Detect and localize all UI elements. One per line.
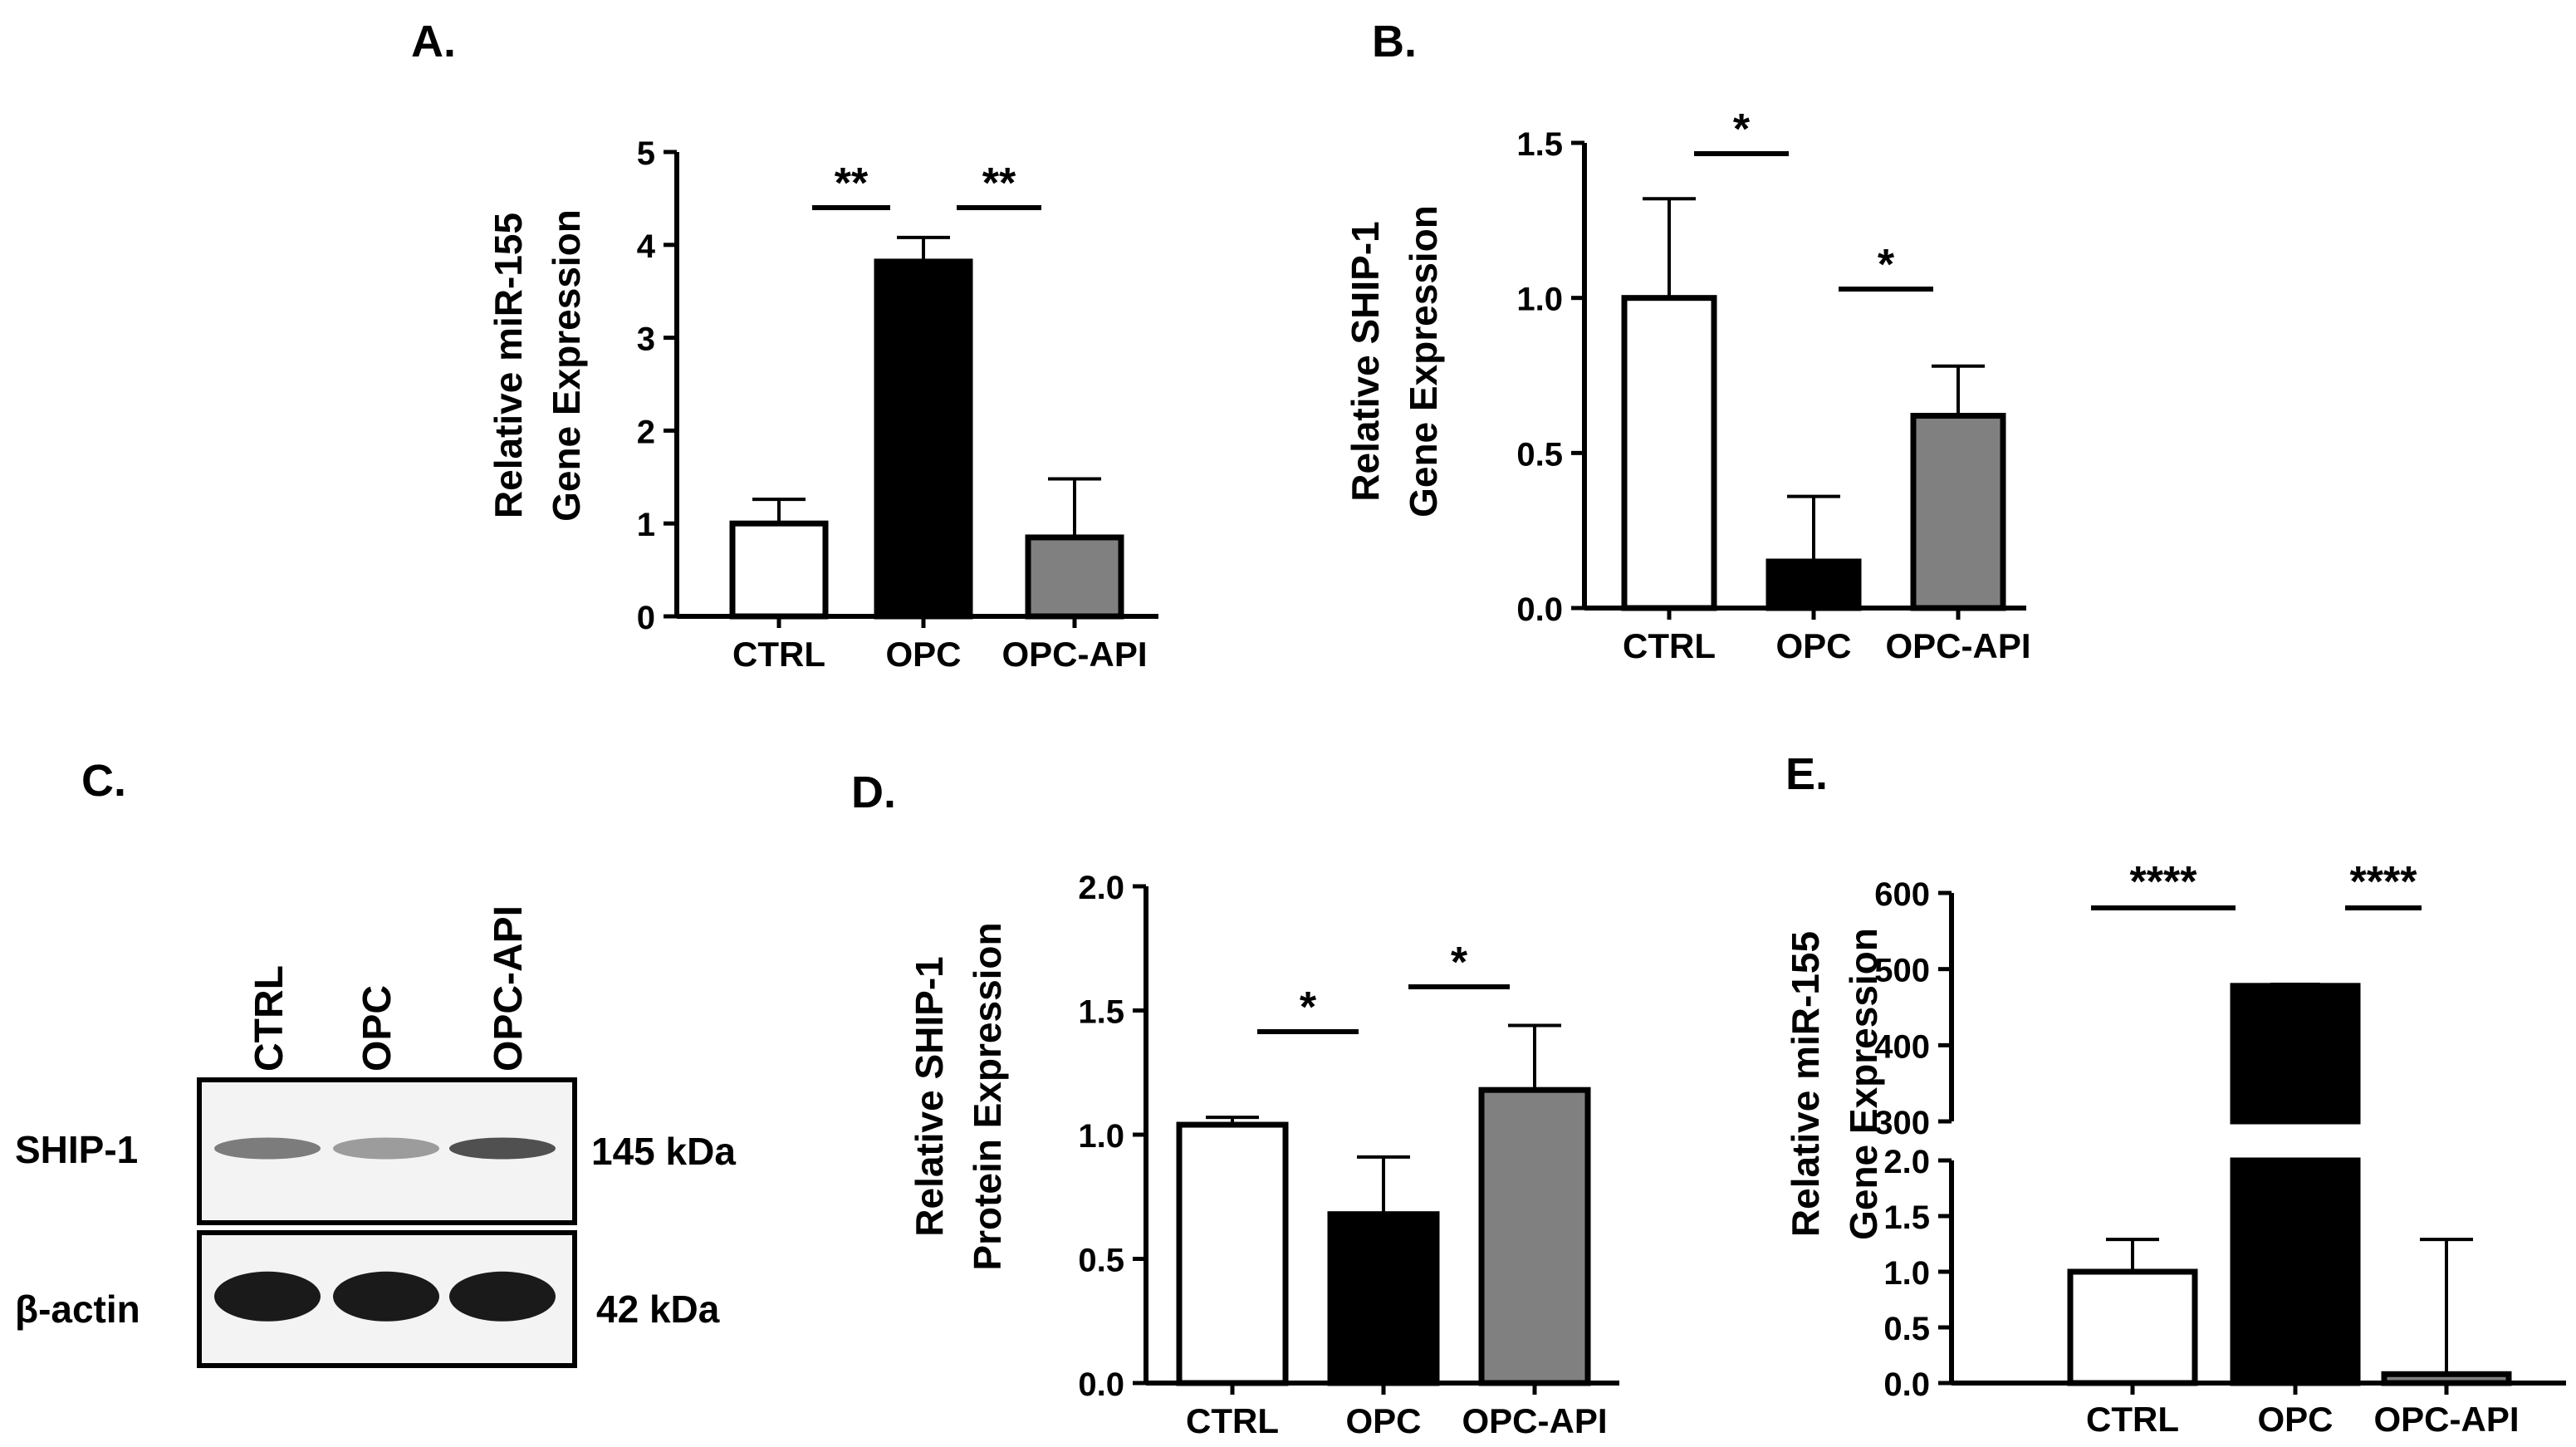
chart-b-xtick-label-opc: OPC — [1775, 626, 1851, 665]
chart-a-bar-ctrl — [729, 520, 829, 620]
chart-a-ylabel-line2: Gene Expression — [545, 209, 588, 522]
chart-d-ylabel-line1: Relative SHIP-1 — [908, 956, 951, 1236]
blot-band-beta-actin-ctrl — [214, 1271, 321, 1322]
chart-a-ytick-label: 2 — [637, 414, 655, 450]
chart-a-ytick-label: 3 — [637, 321, 655, 358]
chart-d-ytick-label: 1.5 — [1078, 994, 1124, 1031]
chart-a-ylabel-line1: Relative miR-155 — [487, 213, 530, 518]
chart-d-ytick-label: 0.5 — [1078, 1243, 1124, 1279]
chart-e-xtick-label-opc: OPC — [2257, 1400, 2333, 1439]
chart-e-bar-lower-opc — [2230, 1157, 2361, 1386]
blot-row-label-actin: β-actin — [15, 1288, 140, 1331]
chart-e-ylabel-line2: Gene Expression — [1842, 928, 1885, 1240]
chart-e-bar-ctrl — [2067, 1268, 2198, 1386]
chart-d-xtick-label-opc: OPC — [1345, 1401, 1421, 1440]
chart-e-ytick-label: 600 — [1874, 876, 1930, 913]
chart-d-ytick-label: 1.0 — [1078, 1118, 1124, 1155]
chart-d-ytick-label: 2.0 — [1078, 870, 1124, 906]
chart-d-ytick-label: 0.0 — [1078, 1366, 1124, 1403]
chart-b-significance-label: * — [1733, 105, 1751, 154]
chart-d-plot: 0.0 0.5 1.0 1.5 2.0 CTRL OPC OPC-API * * — [1078, 870, 1619, 1440]
blot-lane-label-opc: OPC — [355, 985, 399, 1072]
blot-row-label-ship1: SHIP-1 — [15, 1128, 138, 1171]
chart-b-ytick-label: 0.0 — [1516, 591, 1563, 628]
blot-band-beta-actin-opc — [333, 1271, 439, 1322]
chart-a-plot: 0 1 2 3 4 5 CTRL OPC OPC-API ** ** — [637, 135, 1158, 674]
chart-e-xtick-label-opc-api: OPC-API — [2373, 1400, 2519, 1439]
chart-d-xtick-label-ctrl: CTRL — [1186, 1401, 1279, 1440]
chart-a: Relative miR-155 Gene Expression 0 1 2 3 4 5 C… — [487, 135, 1158, 674]
chart-a-xtick-label-opc-api: OPC-API — [1002, 635, 1147, 674]
chart-a-bar-opc — [874, 258, 973, 620]
chart-e-significance-label: **** — [2350, 858, 2418, 906]
chart-a-xtick-label-ctrl: CTRL — [732, 635, 825, 674]
chart-a-ytick-label: 0 — [637, 600, 655, 636]
chart-d-significance-label: * — [1300, 983, 1317, 1032]
chart-b-ylabel-line1: Relative SHIP-1 — [1344, 221, 1387, 501]
chart-b-ylabel-line2: Gene Expression — [1402, 205, 1445, 517]
blot-band-ship-1-opc — [333, 1137, 439, 1160]
chart-e-ytick-label: 0.0 — [1883, 1366, 1930, 1403]
chart-e-ytick-label: 500 — [1874, 953, 1930, 989]
blot-band-ship-1-ctrl — [214, 1137, 321, 1160]
chart-e-ytick-label: 1.5 — [1883, 1199, 1930, 1236]
chart-e-significance-label: **** — [2130, 858, 2198, 906]
chart-e: Relative miR-155 Gene Expression 300 400 5… — [1784, 858, 2566, 1439]
chart-b-ytick-label: 1.0 — [1516, 282, 1563, 318]
chart-d-bar-opc — [1327, 1211, 1440, 1386]
chart-d-bar-ctrl — [1176, 1121, 1289, 1386]
chart-a-ytick-label: 5 — [637, 135, 655, 172]
western-blot: CTRL OPC OPC-API SHIP-1 β-actin 145 kDa … — [15, 905, 736, 1368]
chart-b-significance-label: * — [1878, 241, 1895, 289]
chart-b: Relative SHIP-1 Gene Expression 0.0 0.5 1.… — [1344, 105, 2031, 665]
chart-e-ytick-label: 300 — [1874, 1105, 1930, 1141]
chart-e-bar-opc-api — [2381, 1371, 2512, 1386]
chart-e-xtick-label-ctrl: CTRL — [2086, 1400, 2179, 1439]
chart-e-ylabel-line1: Relative miR-155 — [1784, 931, 1827, 1237]
chart-a-bar-opc-api — [1025, 534, 1124, 620]
chart-d-ylabel-line2: Protein Expression — [966, 922, 1009, 1270]
chart-b-xtick-label-opc-api: OPC-API — [1885, 626, 2030, 665]
chart-b-ytick-label: 1.5 — [1516, 126, 1563, 163]
chart-b-ytick-label: 0.5 — [1516, 436, 1563, 473]
chart-e-ytick-label: 0.5 — [1883, 1311, 1930, 1347]
chart-b-bar-opc-api — [1910, 413, 2006, 611]
chart-d-xtick-label-opc-api: OPC-API — [1462, 1401, 1607, 1440]
chart-b-bar-ctrl — [1621, 295, 1717, 611]
chart-b-bar-opc — [1765, 558, 1862, 611]
blot-lane-label-opc-api: OPC-API — [487, 905, 531, 1072]
panel-label-c: C. — [81, 756, 126, 806]
chart-e-ytick-label: 2.0 — [1883, 1144, 1930, 1180]
chart-a-ytick-label: 1 — [637, 507, 655, 543]
blot-band-beta-actin-opc-api — [449, 1271, 556, 1322]
chart-b-plot: 0.0 0.5 1.0 1.5 CTRL OPC OPC-API * * — [1516, 105, 2030, 665]
chart-a-ytick-label: 4 — [637, 228, 656, 265]
blot-size-ship1: 145 kDa — [591, 1130, 736, 1173]
blot-lane-label-ctrl: CTRL — [247, 965, 291, 1072]
chart-e-plot: 300 400 500 600 0.0 0.5 1.0 1.5 2.0 CTRL OPC OPC-AP… — [1874, 858, 2566, 1439]
chart-a-significance-label: ** — [835, 159, 869, 208]
blot-band-ship-1-opc-api — [449, 1137, 556, 1160]
chart-a-xtick-label-opc: OPC — [885, 635, 961, 674]
blot-size-actin: 42 kDa — [596, 1288, 720, 1331]
panel-label-d: D. — [851, 768, 896, 817]
panel-label-a: A. — [411, 17, 456, 66]
chart-e-ytick-label: 400 — [1874, 1028, 1930, 1065]
chart-d-bar-opc-api — [1478, 1086, 1591, 1386]
chart-e-ytick-label: 1.0 — [1883, 1255, 1930, 1292]
chart-a-significance-label: ** — [982, 159, 1016, 208]
chart-e-bar-upper-opc — [2230, 983, 2361, 1125]
chart-d-significance-label: * — [1451, 939, 1468, 987]
panel-label-b: B. — [1372, 17, 1417, 66]
chart-b-xtick-label-ctrl: CTRL — [1623, 626, 1716, 665]
chart-d: Relative SHIP-1 Protein Expression 0.00.… — [908, 870, 1619, 1440]
blot-membranes — [197, 1077, 577, 1368]
panel-label-e: E. — [1785, 749, 1828, 799]
